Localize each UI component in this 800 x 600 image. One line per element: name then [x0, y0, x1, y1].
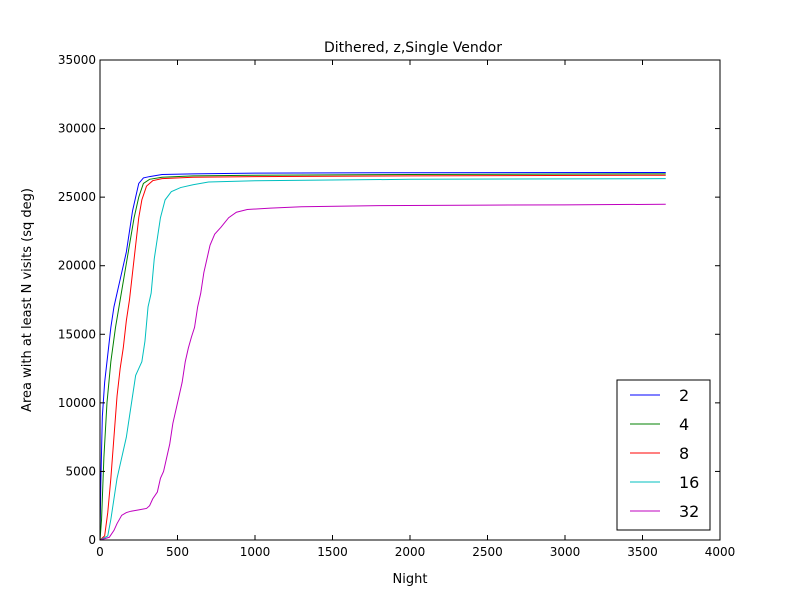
legend-box	[616, 379, 711, 531]
y-tick-label: 15000	[58, 327, 96, 341]
legend-items: 2 4 8 16 32	[630, 386, 699, 521]
x-tick-label: 2500	[472, 545, 503, 559]
y-tick-label: 5000	[65, 464, 96, 478]
x-tick-label: 4000	[705, 545, 736, 559]
legend-label-32: 32	[679, 502, 699, 521]
x-tick-label: 3000	[550, 545, 581, 559]
series-line-16	[99, 178, 666, 541]
series-layer	[99, 171, 666, 541]
legend: 2 4 8 16 32	[616, 379, 711, 531]
ticks-layer: 0 500 1000 1500 2000 2500 3000 3500 4000 0 5000 100…	[58, 53, 735, 559]
legend-label-2: 2	[679, 386, 689, 405]
x-tick-label: 1500	[317, 545, 348, 559]
series-line-4	[99, 173, 666, 541]
chart-title: Dithered, z,Single Vendor	[324, 40, 502, 56]
y-tick-label: 10000	[58, 396, 96, 410]
x-tick-label: 3500	[627, 545, 658, 559]
x-tick-label: 2000	[395, 545, 426, 559]
y-axis-label: Area with at least N visits (sq deg)	[20, 188, 35, 412]
x-tick-label: 0	[96, 545, 104, 559]
y-tick-label: 30000	[58, 122, 96, 136]
legend-label-16: 16	[679, 473, 699, 492]
y-tick-label: 0	[88, 533, 96, 547]
x-tick-label: 1000	[240, 545, 271, 559]
series-line-8	[99, 174, 666, 541]
y-tick-label: 25000	[58, 190, 96, 204]
series-line-2	[99, 171, 666, 541]
legend-label-4: 4	[679, 415, 689, 434]
y-tick-label: 35000	[58, 53, 96, 67]
x-axis-label: Night	[393, 572, 428, 587]
legend-label-8: 8	[679, 444, 689, 463]
y-tick-label: 20000	[58, 259, 96, 273]
x-tick-label: 500	[166, 545, 189, 559]
series-line-32	[99, 203, 666, 541]
